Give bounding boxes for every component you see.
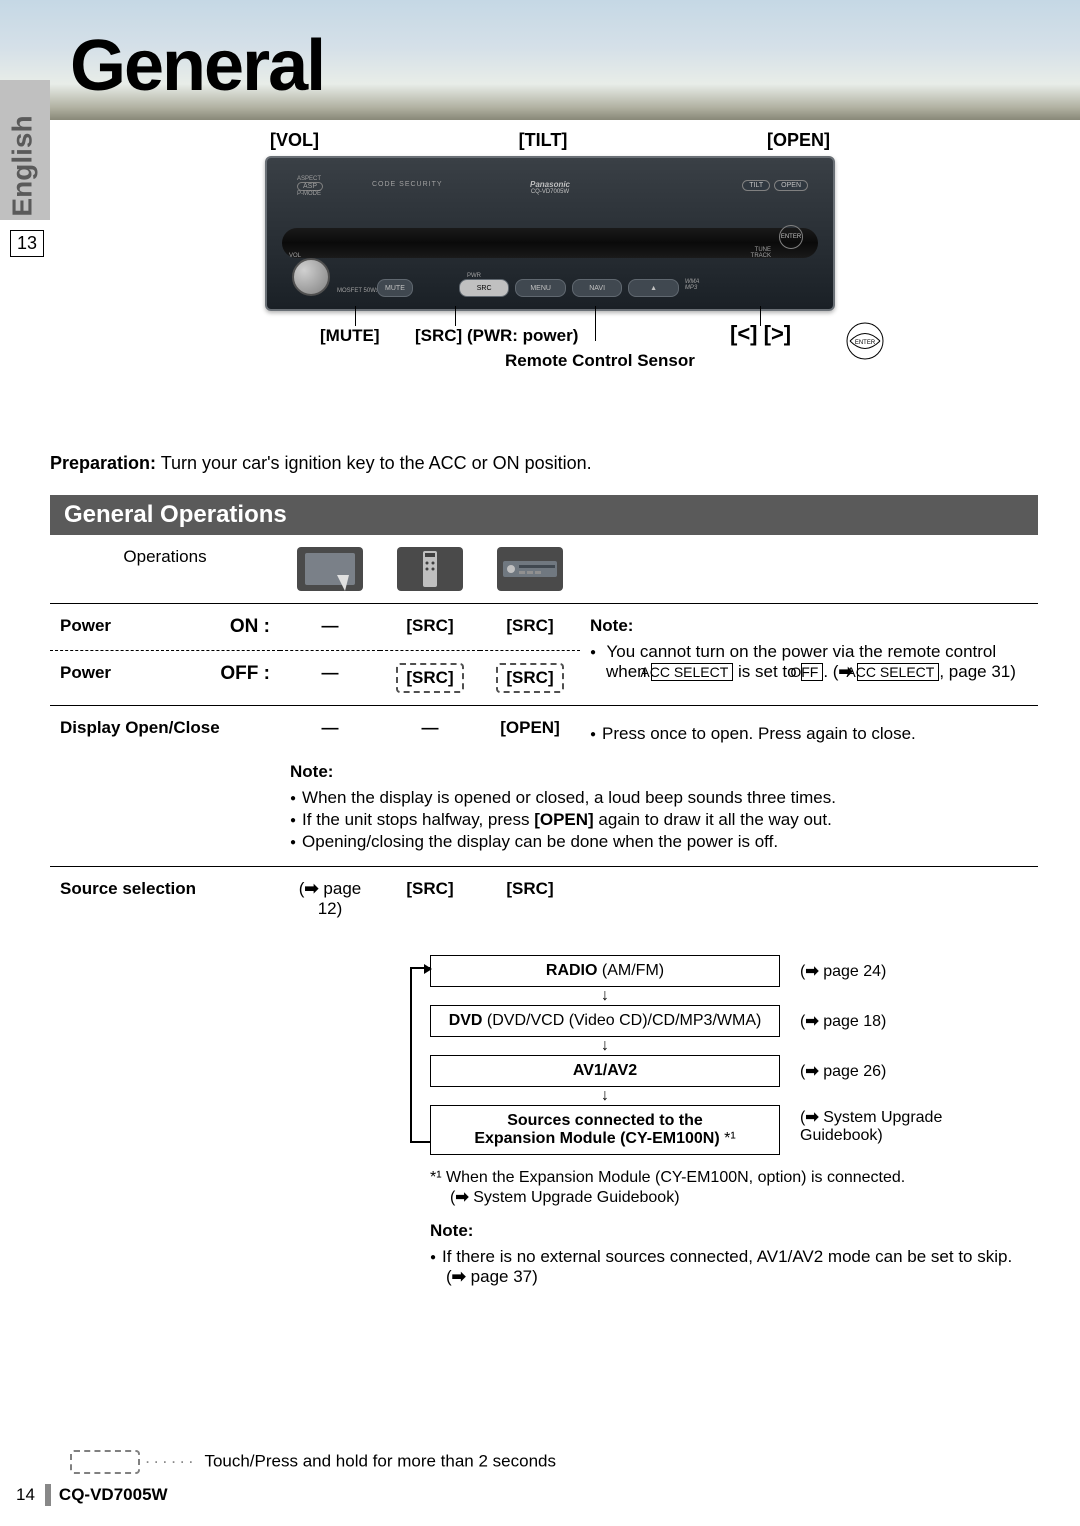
source-selection-row: Source selection (➡ page 12) [SRC] [SRC] [50, 867, 1038, 932]
header-row: Operations [50, 535, 1038, 604]
display-oc-row: Display Open/Close — — [OPEN] Press once… [50, 706, 1038, 759]
open-button: OPEN [774, 180, 808, 191]
page-title: General [70, 25, 324, 107]
mosfet-label: MOSFET 50Wx4 [337, 288, 382, 295]
source-flow-row: RADIO (AM/FM) (➡ page 24) ↓ DVD (DVD/VCD… [50, 931, 1038, 1329]
remote-icon [397, 547, 463, 591]
eject-button: ▲ [628, 279, 679, 297]
src-av: AV1/AV2 [430, 1055, 780, 1087]
side-page-number: 13 [10, 230, 44, 257]
volume-knob [292, 258, 330, 296]
stereo-diagram: [VOL] [TILT] [OPEN] ASPECT ASP P-MODE CO… [240, 130, 860, 391]
asp-button: ASP [297, 182, 323, 191]
language-label: English [7, 115, 39, 216]
label-tilt: [TILT] [519, 130, 568, 151]
navi-button: NAVI [572, 279, 623, 297]
label-vol: [VOL] [270, 130, 319, 151]
car-stereo-unit: ASPECT ASP P-MODE CODE SECURITY Panasoni… [265, 156, 835, 311]
tilt-button: TILT [742, 180, 770, 191]
brand-label: Panasonic [530, 180, 570, 189]
enter-button: ENTER [779, 225, 803, 249]
label-arrows: [<] [>] [730, 321, 791, 347]
src-button: SRC [459, 279, 510, 297]
legend-footnote: ······ Touch/Press and hold for more tha… [70, 1450, 556, 1474]
label-src-pwr: [SRC] (PWR: power) [415, 326, 578, 345]
label-open: [OPEN] [767, 130, 830, 151]
footer-model: CQ-VD7005W [59, 1485, 168, 1505]
touchscreen-icon [297, 547, 363, 591]
code-security-label: CODE SECURITY [372, 181, 443, 188]
track-label: TRACK [751, 253, 771, 259]
src-radio: RADIO (AM/FM) [430, 955, 780, 987]
footer-page-number: 14 [16, 1485, 35, 1505]
svg-text:ENTER: ENTER [855, 340, 876, 346]
page-footer: 14 CQ-VD7005W [16, 1484, 168, 1506]
disc-slot [282, 228, 818, 258]
stereo-model: CQ-VD7005W [530, 189, 570, 195]
section-header: General Operations [50, 495, 1038, 535]
general-operations-section: General Operations Operations Po [50, 495, 1038, 1329]
menu-button: MENU [515, 279, 566, 297]
display-note-row: Note: When the display is opened or clos… [50, 758, 1038, 867]
pmode-label: P-MODE [297, 191, 323, 197]
src-expansion: Sources connected to theExpansion Module… [430, 1105, 780, 1155]
power-on-row: PowerON : — [SRC] [SRC] Note: You cannot… [50, 604, 1038, 651]
mainunit-icon [497, 547, 563, 591]
preparation-text: Preparation: Turn your car's ignition ke… [50, 453, 592, 474]
operations-header: Operations [50, 535, 280, 604]
sensor-icon: ENTER [840, 316, 890, 366]
mute-button: MUTE [377, 279, 413, 297]
src-dvd: DVD (DVD/VCD (Video CD)/CD/MP3/WMA) [430, 1005, 780, 1037]
label-mute: [MUTE] [320, 326, 379, 346]
label-remote-sensor: Remote Control Sensor [505, 351, 695, 371]
vol-label: VOL [289, 253, 301, 259]
pwr-label: PWR [467, 273, 481, 279]
language-tab: English [0, 80, 50, 220]
